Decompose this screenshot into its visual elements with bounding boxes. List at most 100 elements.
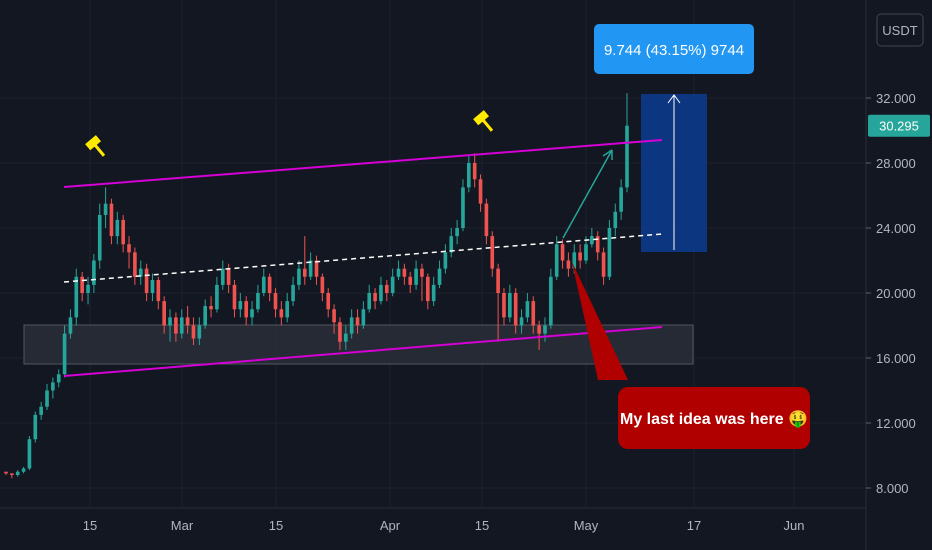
y-tick-label: 28.000 [876, 156, 916, 171]
candle-body [414, 268, 418, 285]
candle-body [484, 203, 489, 237]
candles [4, 93, 629, 479]
candle-body [361, 309, 366, 326]
candle-body [449, 236, 454, 253]
candle-body [343, 333, 348, 342]
x-tick-label: 15 [83, 518, 97, 533]
candle-body [226, 268, 231, 285]
y-tick-label: 16.000 [876, 351, 916, 366]
candle-body [572, 252, 577, 269]
candle-body [209, 306, 213, 310]
y-tick-label: 8.000 [876, 481, 909, 496]
x-tick-label: 15 [269, 518, 283, 533]
candle-body [244, 301, 249, 318]
candle-body [560, 244, 565, 261]
channel-lower-line [63, 326, 663, 377]
candle-body [531, 301, 536, 326]
x-tick-label: 15 [475, 518, 489, 533]
projection-label-text: 9.744 (43.15%) 9744 [604, 42, 744, 59]
candle-body [273, 293, 278, 310]
y-tick-label: 12.000 [876, 416, 916, 431]
candle-body [39, 406, 43, 415]
hammer-head [85, 135, 102, 151]
candle-body [267, 276, 272, 293]
candle-body [578, 252, 582, 261]
candle-body [437, 268, 442, 285]
candle-body [502, 293, 506, 318]
candle-body [543, 325, 547, 334]
projection-label-box [594, 24, 754, 74]
y-tick-label: 20.000 [876, 286, 916, 301]
candle-body [261, 276, 266, 293]
candle-body [443, 252, 448, 269]
candle-body [45, 390, 49, 407]
candle-body [549, 276, 553, 326]
candle-body [478, 179, 483, 204]
candle-body [51, 382, 55, 391]
x-tick-label: Mar [171, 518, 194, 533]
candle-body [197, 325, 202, 339]
candle-body [21, 468, 26, 472]
candle-body [320, 276, 325, 293]
candle-body [103, 203, 108, 215]
candle-body [496, 268, 500, 293]
candle-body [302, 268, 307, 277]
candle-body [420, 268, 424, 277]
candle-body [215, 284, 219, 310]
candle-body [472, 163, 477, 180]
candle-body [150, 280, 155, 293]
candle-body [584, 244, 588, 261]
candle-body [461, 187, 465, 228]
candle-body [326, 293, 331, 310]
candle-body [56, 374, 61, 383]
candle-body [232, 284, 237, 310]
candle-body [168, 317, 172, 326]
candle-body [74, 276, 79, 318]
candle-body [379, 284, 383, 302]
candle-body [285, 301, 290, 318]
candle-body [314, 260, 319, 277]
candle-body [4, 471, 8, 474]
candle-body [513, 293, 518, 326]
x-axis: 15 Mar 15 Apr 15 May 17 Jun [0, 507, 866, 533]
candle-body [367, 293, 372, 310]
callout-pointer [572, 262, 628, 380]
candle-body [566, 260, 571, 269]
hammer-head [473, 110, 490, 126]
candle-body [97, 215, 102, 261]
candle-body [109, 203, 114, 237]
channel-upper-line [63, 139, 663, 188]
labels: My last idea was here 🤑 9.744 (43.15%) 97… [572, 24, 810, 449]
currency-label: USDT [882, 23, 917, 38]
hammer-icon [473, 110, 494, 132]
y-tick-label: 32.000 [876, 91, 916, 106]
candle-body [138, 268, 143, 277]
x-tick-label: 17 [687, 518, 701, 533]
candle-body [508, 293, 512, 318]
candle-body [133, 252, 137, 277]
candle-body [220, 268, 225, 285]
candle-body [384, 284, 389, 293]
candle-body [601, 252, 606, 277]
candle-body [256, 293, 260, 310]
candle-body [203, 306, 208, 326]
candle-body [554, 244, 559, 277]
candle-body [127, 244, 131, 253]
y-tick-label: 24.000 [876, 221, 916, 236]
candle-body [537, 325, 541, 334]
candle-body [308, 260, 313, 277]
candle-body [467, 163, 471, 188]
candle-body [431, 284, 436, 302]
candle-body [490, 236, 495, 269]
range-arrow-head [667, 94, 681, 104]
candle-body [179, 317, 184, 334]
candle-body [162, 301, 166, 326]
currency-box [876, 13, 924, 47]
candle-body [455, 228, 459, 237]
candle-body [338, 322, 342, 342]
candle-body [519, 317, 524, 326]
candle-body [619, 187, 623, 212]
x-tick-label: May [574, 518, 599, 533]
candle-body [525, 301, 530, 318]
